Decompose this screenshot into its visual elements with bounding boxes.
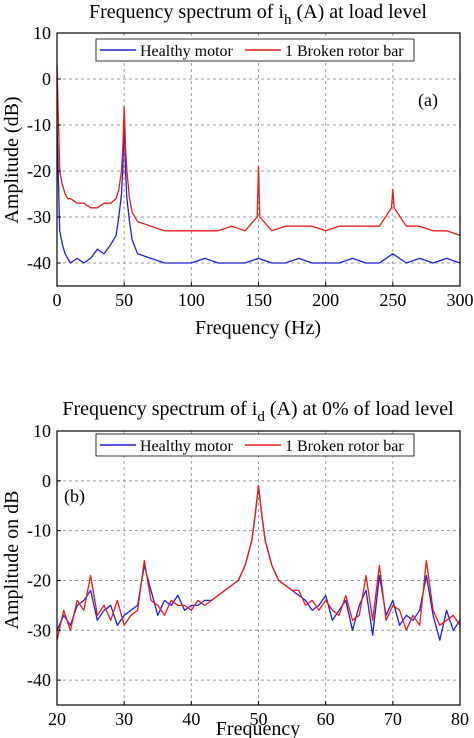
chart-a-y-tick-label: -20	[27, 161, 51, 181]
chart-b-legend-label-broken: 1 Broken rotor bar	[285, 438, 404, 455]
chart-a-y-tick-label: 10	[33, 23, 51, 43]
chart-a-y-axis-label: Amplitude (dB)	[1, 96, 23, 223]
chart-b-y-tick-label: 0	[42, 471, 51, 491]
chart-a-x-tick-label: 250	[379, 290, 406, 310]
chart-b-series-line-broken	[56, 485, 461, 641]
chart-a-y-tick-label: -40	[27, 253, 51, 273]
chart-a-x-axis-label: Frequency (Hz)	[195, 317, 321, 339]
chart-b-x-tick-label: 20	[48, 709, 66, 729]
chart-a-y-tick-label: 0	[42, 69, 51, 89]
chart-a-y-tick-label: -30	[27, 207, 51, 227]
chart-b-y-tick-label: 10	[33, 421, 51, 441]
chart-a-x-tick-label: 200	[312, 290, 339, 310]
chart-a-y-tick-label: -10	[27, 115, 51, 135]
chart-b-x-tick-label: 70	[384, 709, 402, 729]
chart-b-x-tick-label: 50	[250, 709, 268, 729]
chart-b-y-axis-label: Amplitude on dB	[1, 491, 23, 630]
chart-b-x-tick-label: 60	[317, 709, 335, 729]
chart-a-x-tick-label: 100	[178, 290, 205, 310]
chart-a-x-tick-label: 300	[447, 290, 474, 310]
chart-a-series-line-healthy	[56, 115, 461, 264]
chart-a-x-tick-label: 50	[115, 290, 133, 310]
chart-a-title: Frequency spectrum of ih (A) at load lev…	[89, 1, 427, 28]
chart-a: Frequency spectrum of ih (A) at load lev…	[1, 1, 474, 339]
chart-a-series-line-broken	[56, 65, 461, 237]
chart-b-legend-label-healthy: Healthy motor	[140, 438, 234, 455]
chart-a-legend-label-broken: 1 Broken rotor bar	[285, 43, 404, 60]
chart-b-y-tick-label: -10	[27, 521, 51, 541]
chart-b-panel-label: (b)	[64, 486, 85, 507]
chart-b-y-tick-label: -40	[27, 670, 51, 690]
chart-b-x-tick-label: 40	[182, 709, 200, 729]
chart-a-x-tick-label: 0	[53, 290, 62, 310]
chart-b-legend: Healthy motor 1 Broken rotor bar	[95, 433, 415, 457]
chart-b-plot-frame	[56, 430, 461, 706]
chart-b-x-axis-label: Frequency	[216, 718, 300, 738]
chart-b: Frequency spectrum of id (A) at 0% of lo…	[1, 398, 469, 738]
chart-b-y-tick-label: -20	[27, 570, 51, 590]
chart-b-y-tick-label: -30	[27, 620, 51, 640]
chart-b-title: Frequency spectrum of id (A) at 0% of lo…	[62, 398, 454, 425]
chart-a-legend: Healthy motor 1 Broken rotor bar	[95, 38, 415, 62]
chart-a-panel-label: (a)	[418, 90, 438, 111]
chart-b-x-tick-label: 80	[451, 709, 469, 729]
chart-b-x-tick-label: 30	[115, 709, 133, 729]
chart-a-x-tick-label: 150	[245, 290, 272, 310]
chart-a-legend-label-healthy: Healthy motor	[140, 43, 234, 60]
